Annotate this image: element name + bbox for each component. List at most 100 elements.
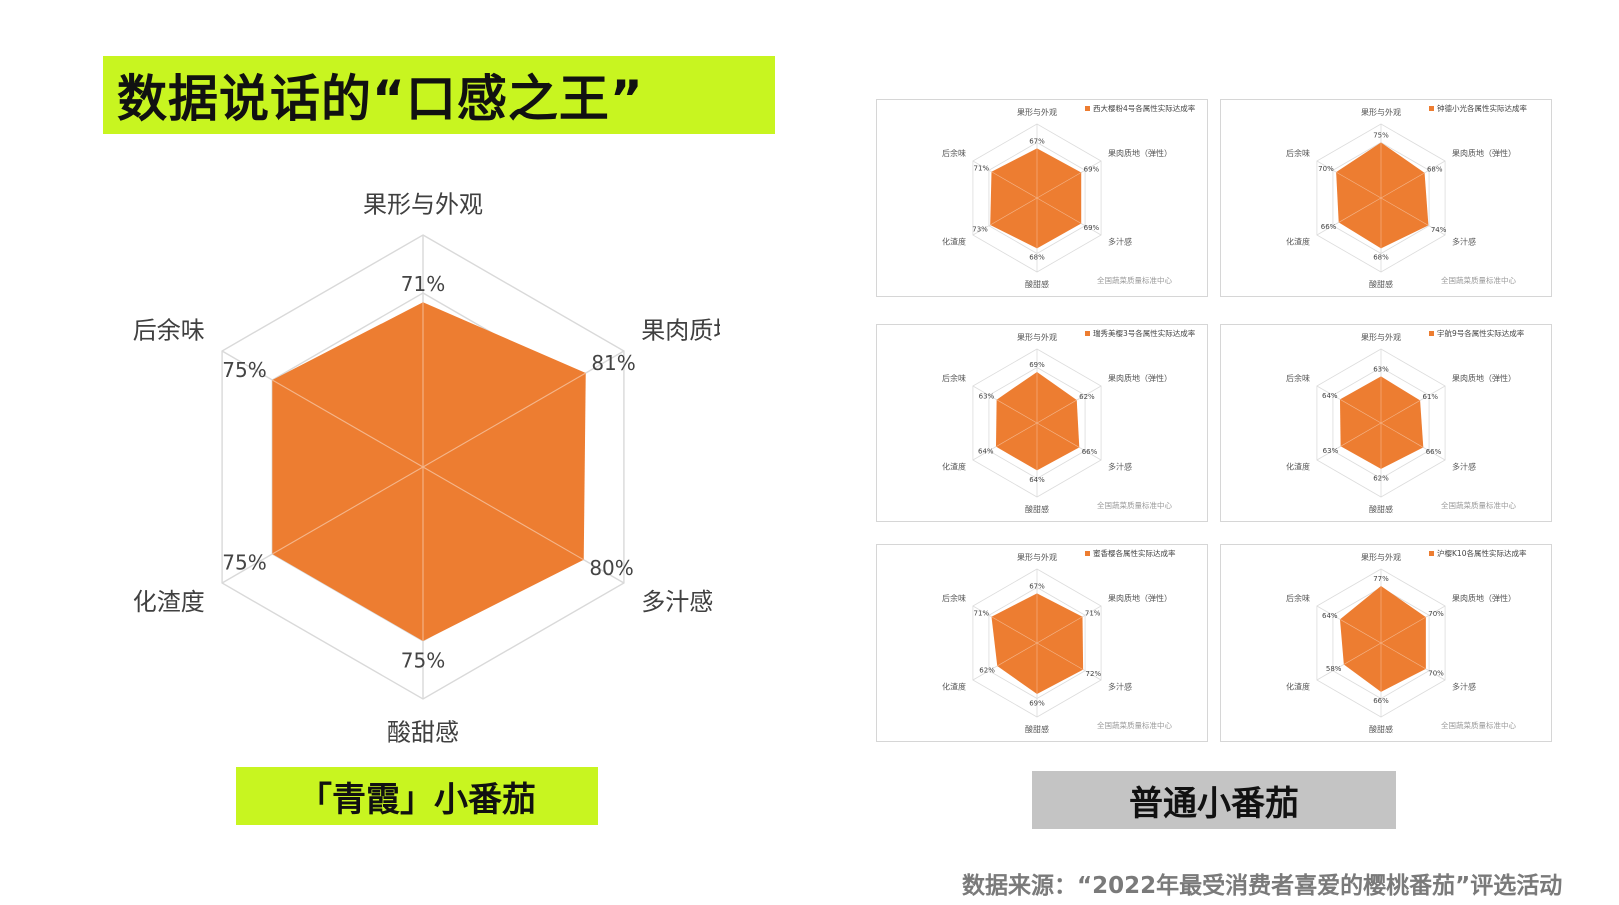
radar-inner-spoke: [1036, 399, 1077, 424]
radar-value-label: 68%: [1427, 166, 1443, 174]
watermark-text: 全国蔬菜质量标准中心: [1441, 720, 1516, 730]
small-radar-panel-2: 果形与外观 果肉质地（弹性） 多汁感 酸甜感 化渣度 后余味 75% 68% 74% 68% 66%…: [1220, 99, 1552, 297]
main-chart-caption-text: 「青霞」小番茄: [298, 779, 536, 820]
radar-data-area: [1336, 142, 1429, 249]
radar-axis-label: 果肉质地（弹性）: [1452, 148, 1516, 158]
radar-value-label: 63%: [979, 392, 995, 400]
main-chart-caption: 「青霞」小番茄: [236, 767, 598, 825]
radar-axis-label: 后余味: [942, 593, 966, 603]
radar-value-label: 64%: [978, 447, 994, 455]
radar-value-label: 74%: [1431, 226, 1447, 234]
radar-value-label: 64%: [1322, 392, 1338, 400]
radar-inner-spoke: [422, 372, 587, 468]
legend-swatch: [1429, 106, 1434, 111]
radar-inner-spoke: [1380, 172, 1425, 199]
radar-inner-spoke: [422, 466, 585, 561]
radar-axis-label: 后余味: [942, 148, 966, 158]
radar-axis-label: 果形与外观: [1361, 552, 1401, 562]
radar-value-label: 67%: [1029, 583, 1045, 591]
radar-axis-label: 果肉质地（弹性）: [1108, 373, 1172, 383]
radar-value-label: 64%: [1322, 612, 1338, 620]
radar-value-label: 66%: [1321, 223, 1337, 231]
radar-axis-label: 果肉质地（弹性）: [1452, 593, 1516, 603]
radar-axis-label: 多汁感: [1452, 462, 1476, 472]
radar-value-label: 63%: [1323, 447, 1339, 455]
radar-axis-label: 化渣度: [133, 588, 205, 616]
radar-axis-label: 多汁感: [1108, 462, 1132, 472]
data-source-note: 数据来源：“2022年最受消费者喜爱的樱桃番茄”评选活动: [962, 873, 1563, 899]
legend-label: 沪樱K10各属性实际达成率: [1437, 548, 1527, 558]
radar-inner-spoke: [1339, 619, 1382, 644]
radar-axis-label: 化渣度: [942, 462, 966, 472]
radar-axis-label: 多汁感: [1452, 237, 1476, 247]
radar-axis-label: 后余味: [133, 317, 205, 345]
comparison-caption: 普通小番茄: [1032, 771, 1396, 829]
watermark-text: 全国蔬菜质量标准中心: [1441, 500, 1516, 510]
radar-inner-spoke: [990, 197, 1038, 226]
radar-axis-label: 果形与外观: [1017, 332, 1057, 342]
radar-axis-label: 多汁感: [1108, 237, 1132, 247]
radar-value-label: 70%: [1318, 165, 1334, 173]
radar-axis-label: 化渣度: [1286, 682, 1310, 692]
radar-axis-label: 酸甜感: [1369, 504, 1393, 514]
radar-axis-label: 果形与外观: [1017, 107, 1057, 117]
radar-value-label: 61%: [1422, 393, 1438, 401]
radar-inner-spoke: [1339, 399, 1382, 424]
radar-data-area: [272, 302, 586, 641]
page-title: 数据说话的“口感之王”: [117, 70, 644, 128]
radar-axis-label: 后余味: [942, 373, 966, 383]
radar-inner-spoke: [1036, 422, 1080, 448]
title-banner: 数据说话的“口感之王”: [103, 56, 775, 134]
legend-label: 西大樱粉4号各属性实际达成率: [1093, 103, 1196, 113]
radar-axis-label: 多汁感: [641, 588, 713, 616]
radar-axis-label: 酸甜感: [1025, 504, 1049, 514]
radar-value-label: 75%: [222, 358, 266, 382]
radar-axis-label: 后余味: [1286, 593, 1310, 603]
radar-value-label: 66%: [1426, 448, 1442, 456]
radar-axis-label: 果肉质地（弹性）: [1108, 593, 1172, 603]
radar-value-label: 67%: [1029, 138, 1045, 146]
small-radar-panel-1: 果形与外观 果肉质地（弹性） 多汁感 酸甜感 化渣度 后余味 67% 69% 69% 68% 73%…: [876, 99, 1208, 297]
radar-inner-spoke: [991, 171, 1038, 199]
radar-inner-spoke: [1036, 172, 1082, 199]
radar-value-label: 71%: [974, 165, 990, 173]
legend-label: 瑞秀美樱3号各属性实际达成率: [1093, 328, 1196, 338]
radar-inner-spoke: [1343, 642, 1382, 665]
radar-value-label: 62%: [979, 667, 995, 675]
legend-swatch: [1085, 106, 1090, 111]
radar-axis-label: 化渣度: [942, 682, 966, 692]
radar-value-label: 71%: [974, 610, 990, 618]
legend-swatch: [1085, 551, 1090, 556]
small-radar-panel-6: 果形与外观 果肉质地（弹性） 多汁感 酸甜感 化渣度 后余味 77% 70% 70% 66% 58%…: [1220, 544, 1552, 742]
legend-label: 蜜香樱各属性实际达成率: [1093, 548, 1176, 558]
radar-value-label: 62%: [1373, 474, 1389, 482]
radar-axis-label: 多汁感: [1452, 682, 1476, 692]
radar-value-label: 63%: [1373, 366, 1389, 374]
radar-value-label: 70%: [1428, 610, 1444, 618]
radar-inner-spoke: [1036, 197, 1082, 224]
radar-axis-label: 果形与外观: [1017, 552, 1057, 562]
radar-axis-label: 后余味: [1286, 148, 1310, 158]
radar-axis-label: 后余味: [1286, 373, 1310, 383]
watermark-text: 全国蔬菜质量标准中心: [1441, 275, 1516, 285]
radar-axis-label: 多汁感: [1108, 682, 1132, 692]
radar-inner-spoke: [1380, 642, 1427, 670]
radar-value-label: 69%: [1029, 699, 1045, 707]
radar-value-label: 69%: [1084, 165, 1100, 173]
radar-axis-label: 化渣度: [942, 237, 966, 247]
radar-inner-spoke: [1036, 642, 1084, 670]
radar-data-area: [990, 148, 1082, 249]
small-radar-panel-4: 果形与外观 果肉质地（弹性） 多汁感 酸甜感 化渣度 后余味 63% 61% 66% 62% 63%…: [1220, 324, 1552, 522]
watermark-text: 全国蔬菜质量标准中心: [1097, 275, 1172, 285]
radar-axis-label: 化渣度: [1286, 462, 1310, 472]
radar-axis-label: 果肉质地（弹性）: [641, 317, 720, 345]
radar-axis-label: 果形与外观: [363, 191, 483, 219]
legend-swatch: [1429, 331, 1434, 336]
radar-axis-label: 酸甜感: [387, 719, 459, 747]
radar-value-label: 75%: [1373, 132, 1389, 140]
